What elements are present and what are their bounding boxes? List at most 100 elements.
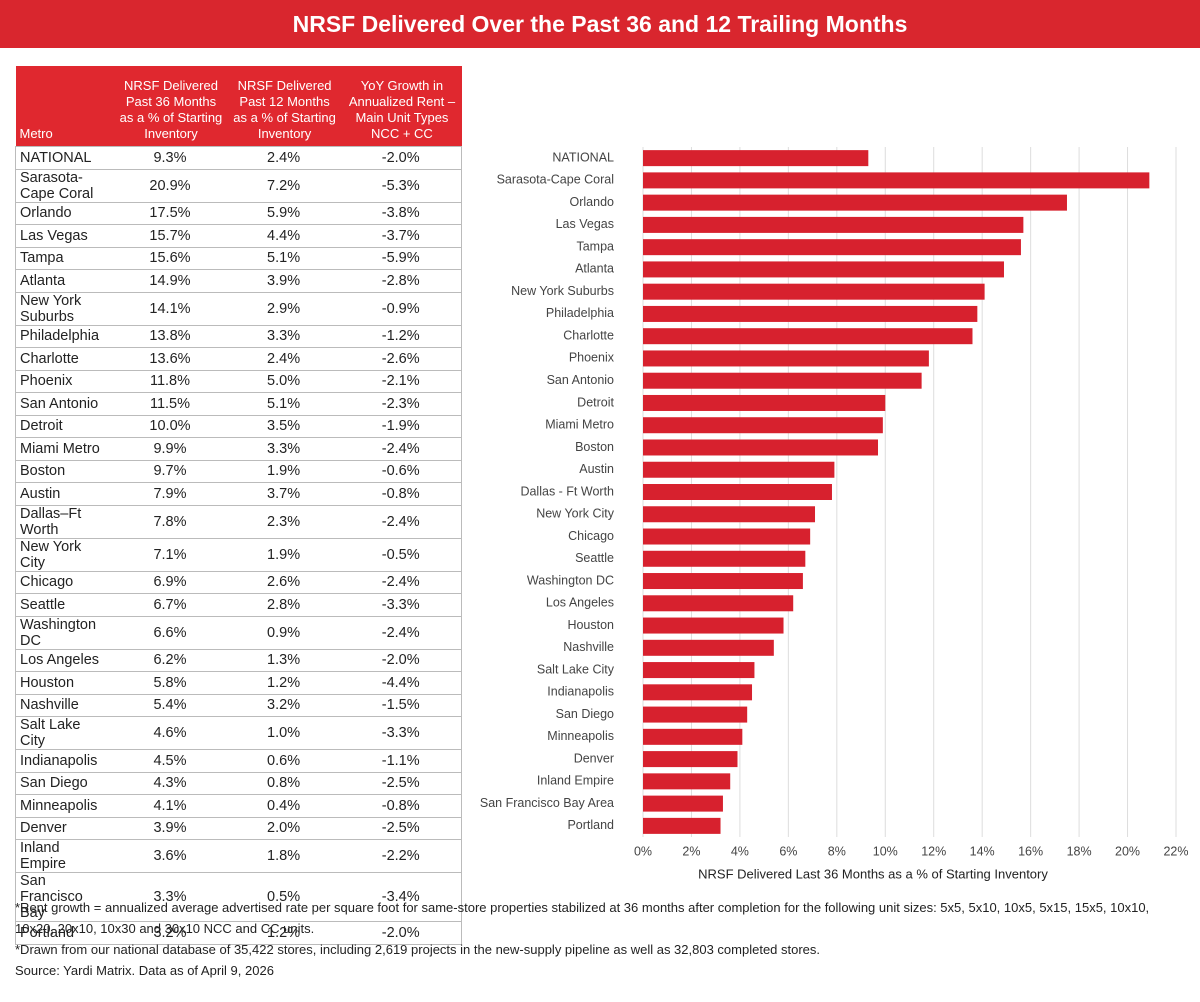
footnotes: *Rent growth = annualized average advert… — [15, 897, 1190, 981]
bar — [643, 328, 973, 345]
bar — [643, 394, 886, 411]
bar — [643, 417, 883, 434]
table-cell: 3.5% — [226, 415, 341, 438]
x-tick-label: 22% — [1163, 844, 1188, 858]
y-tick-label: NATIONAL — [552, 150, 614, 164]
table-cell: Orlando — [15, 202, 114, 225]
table-body: NATIONAL 9.3% 2.4% -2.0% Sarasota-Cape Coral… — [15, 146, 462, 945]
table-cell: Washington DC — [15, 616, 114, 650]
table-cell: 9.3% — [113, 146, 227, 170]
y-tick-label: Detroit — [577, 395, 614, 409]
column-header: YoY Growth in Annualized Rent –Main Unit… — [340, 66, 462, 147]
table-cell: Tampa — [15, 247, 114, 270]
x-tick-label: 10% — [873, 844, 898, 858]
table-cell: 5.0% — [226, 370, 341, 393]
table-cell: Las Vegas — [15, 224, 114, 248]
table-cell: 0.6% — [226, 749, 341, 773]
table-cell: -2.0% — [340, 146, 462, 170]
table-cell: 4.6% — [113, 716, 227, 750]
bar — [643, 305, 978, 322]
table-cell: -2.5% — [340, 817, 462, 840]
metro-table: Metro NRSF Delivered Past 36 Months as a … — [15, 66, 462, 945]
y-tick-label: Atlanta — [575, 262, 614, 276]
table-row: Boston 9.7% 1.9% -0.6% — [15, 460, 462, 483]
bar — [643, 150, 869, 167]
x-tick-label: 2% — [682, 844, 700, 858]
table-cell: -0.9% — [340, 292, 462, 326]
bar — [643, 528, 811, 545]
table-cell: 9.9% — [113, 437, 227, 461]
table-cell: 4.4% — [226, 224, 341, 248]
table-cell: 4.3% — [113, 772, 227, 795]
table-header: Metro NRSF Delivered Past 36 Months as a … — [15, 66, 462, 147]
table-cell: 3.9% — [226, 269, 341, 293]
table-row: Atlanta 14.9% 3.9% -2.8% — [15, 269, 462, 293]
table-row: Minneapolis 4.1% 0.4% -0.8% — [15, 794, 462, 818]
table-cell: New York City — [15, 538, 114, 572]
table-row: Los Angeles 6.2% 1.3% -2.0% — [15, 649, 462, 672]
table-row: Houston 5.8% 1.2% -4.4% — [15, 671, 462, 695]
bar — [643, 216, 1024, 233]
table-cell: 7.1% — [113, 538, 227, 572]
table-cell: Detroit — [15, 415, 114, 438]
y-tick-label: San Francisco Bay Area — [480, 796, 614, 810]
table-cell: -0.8% — [340, 794, 462, 818]
table-cell: Dallas–Ft Worth — [15, 505, 114, 539]
y-tick-label: Nashville — [563, 640, 614, 654]
table-cell: 3.9% — [113, 817, 227, 840]
table-cell: 2.8% — [226, 593, 341, 617]
footnote: Source: Yardi Matrix. Data as of April 9… — [15, 963, 274, 978]
table-cell: Indianapolis — [15, 749, 114, 773]
table-cell: 2.9% — [226, 292, 341, 326]
table-cell: -0.8% — [340, 482, 462, 506]
table-cell: Miami Metro — [15, 437, 114, 461]
y-tick-label: New York City — [536, 507, 615, 521]
table-cell: 0.9% — [226, 616, 341, 650]
table-cell: -0.6% — [340, 460, 462, 483]
table-cell: 20.9% — [113, 169, 227, 203]
table-cell: 11.8% — [113, 370, 227, 393]
table-cell: Sarasota-Cape Coral — [15, 169, 114, 203]
y-tick-label: Dallas - Ft Worth — [520, 484, 614, 498]
table-row: Detroit 10.0% 3.5% -1.9% — [15, 415, 462, 438]
table-cell: 7.2% — [226, 169, 341, 203]
y-tick-label: Las Vegas — [556, 217, 614, 231]
table-cell: -2.4% — [340, 505, 462, 539]
table-cell: -2.5% — [340, 772, 462, 795]
table-cell: 6.7% — [113, 593, 227, 617]
table-cell: 1.8% — [226, 839, 341, 873]
table-cell: 11.5% — [113, 392, 227, 416]
table-cell: 14.9% — [113, 269, 227, 293]
table-cell: 5.4% — [113, 694, 227, 717]
table-cell: -2.4% — [340, 571, 462, 594]
table-cell: -4.4% — [340, 671, 462, 695]
y-tick-label: Denver — [574, 751, 614, 765]
bar — [643, 817, 721, 834]
x-tick-label: 12% — [921, 844, 946, 858]
table-cell: Boston — [15, 460, 114, 483]
table-cell: 2.4% — [226, 146, 341, 170]
table-row: Miami Metro 9.9% 3.3% -2.4% — [15, 437, 462, 461]
table-cell: 1.2% — [226, 921, 341, 945]
bar — [643, 439, 879, 456]
table-cell: -3.3% — [340, 593, 462, 617]
bar — [643, 484, 832, 500]
table-row: Inland Empire 3.6% 1.8% -2.2% — [15, 839, 462, 873]
bar — [643, 239, 1021, 256]
y-tick-label: Tampa — [576, 239, 614, 253]
x-tick-label: 20% — [1115, 844, 1140, 858]
table-cell: 0.5% — [226, 872, 341, 922]
table-cell: 1.9% — [226, 538, 341, 572]
bar — [643, 261, 1004, 278]
table-cell: 2.0% — [226, 817, 341, 840]
table-row: Indianapolis 4.5% 0.6% -1.1% — [15, 749, 462, 773]
table-cell: Philadelphia — [15, 325, 114, 348]
y-tick-label: Washington DC — [527, 573, 614, 587]
table-cell: -2.8% — [340, 269, 462, 293]
table-row: Austin 7.9% 3.7% -0.8% — [15, 482, 462, 506]
bar — [643, 728, 743, 745]
table-cell: -3.7% — [340, 224, 462, 248]
table-cell: 2.4% — [226, 347, 341, 371]
table-cell: Charlotte — [15, 347, 114, 371]
table-cell: 6.9% — [113, 571, 227, 594]
